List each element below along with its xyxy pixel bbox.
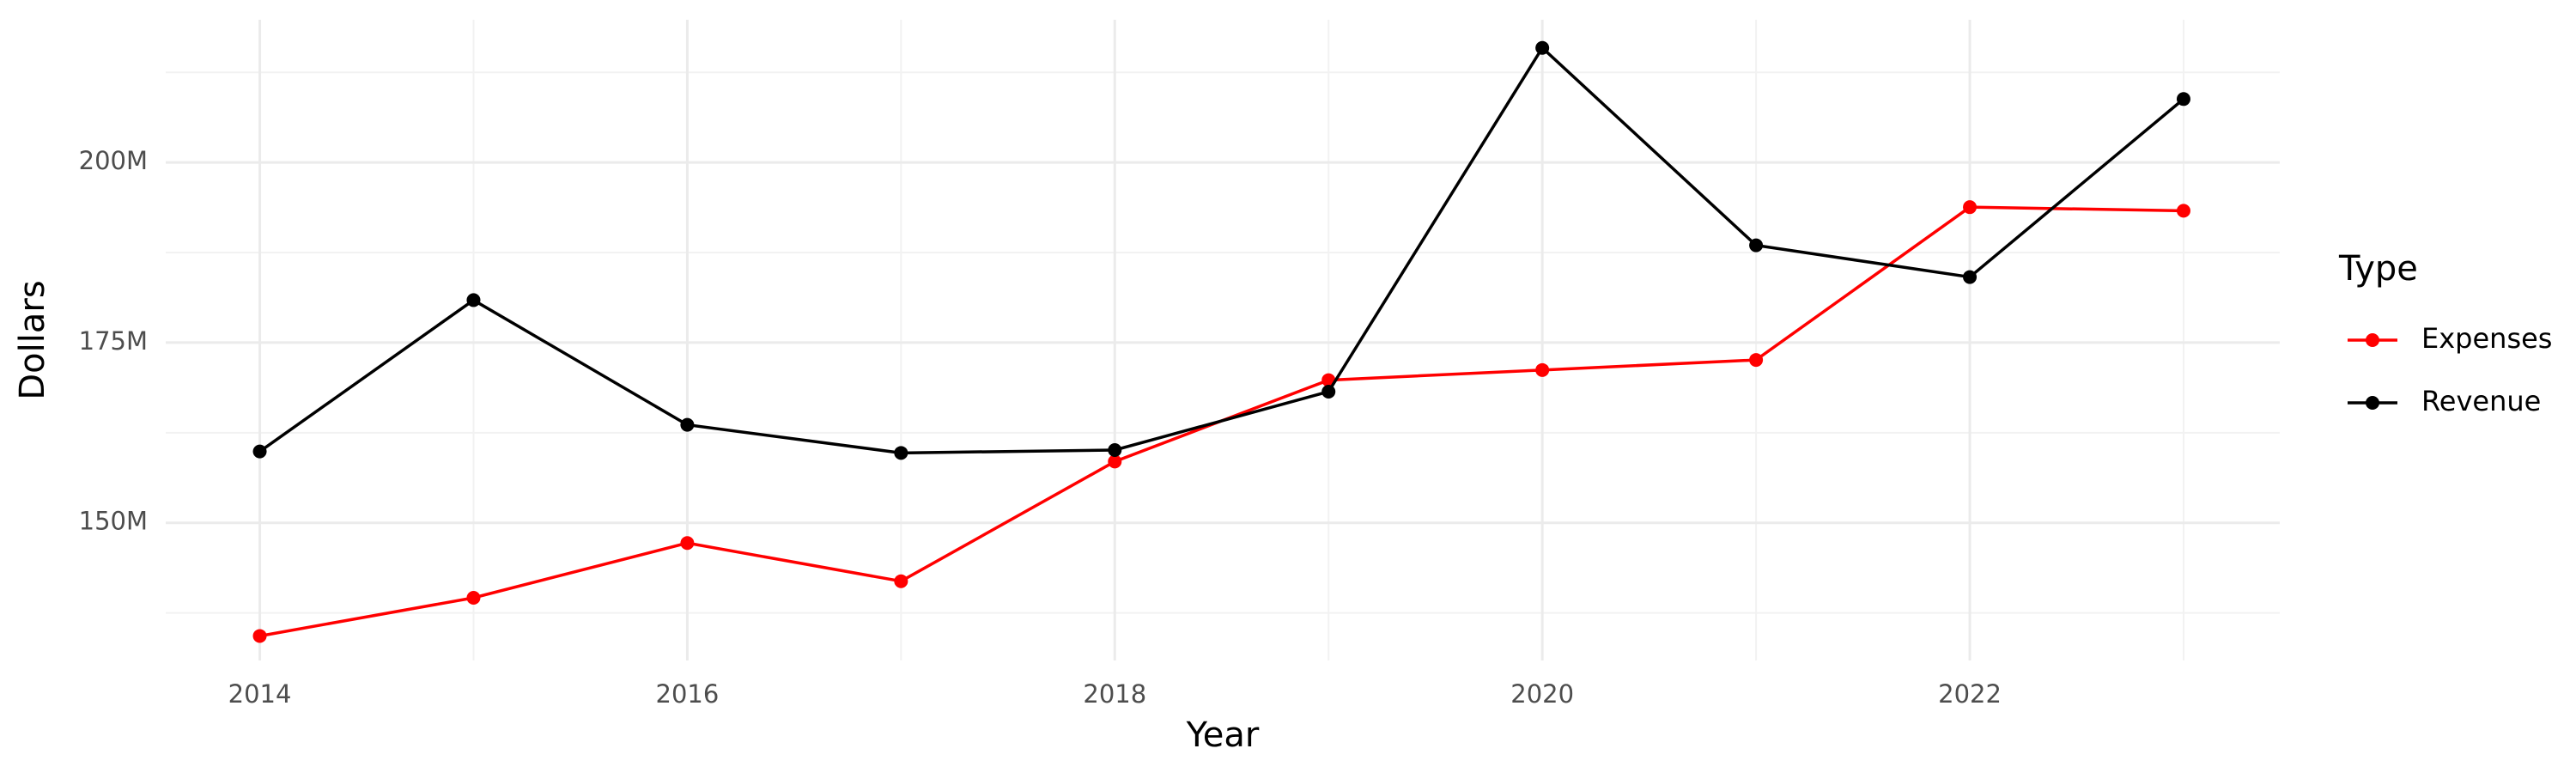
data-point — [1535, 40, 1550, 55]
legend-label: Revenue — [2421, 385, 2541, 417]
data-point — [2176, 204, 2190, 218]
series-line — [258, 46, 2185, 455]
data-point — [2176, 92, 2190, 107]
legend-point — [2366, 396, 2379, 410]
data-point — [252, 444, 267, 459]
y-axis-title: Dollars — [13, 280, 52, 399]
x-tick-label: 2018 — [1083, 679, 1146, 709]
data-point — [1963, 270, 1978, 284]
y-tick-label: 200M — [79, 146, 148, 175]
x-tick-label: 2014 — [228, 679, 292, 709]
data-point — [252, 629, 267, 643]
y-tick-label: 150M — [79, 507, 148, 536]
data-point — [1321, 384, 1336, 399]
x-tick-label: 2020 — [1510, 679, 1574, 709]
data-point — [1749, 238, 1764, 253]
data-point — [680, 536, 695, 551]
legend-point — [2366, 333, 2379, 347]
data-point — [1535, 362, 1550, 377]
x-tick-label: 2016 — [656, 679, 720, 709]
data-point — [680, 417, 695, 432]
data-point — [894, 446, 908, 460]
legend-label: Expenses — [2421, 322, 2552, 355]
data-point — [1963, 200, 1978, 215]
data-point — [1108, 454, 1122, 469]
data-point — [466, 293, 481, 307]
data-point — [1749, 353, 1764, 368]
data-point — [466, 590, 481, 605]
x-axis-title: Year — [1186, 715, 1260, 755]
data-point — [894, 574, 908, 588]
x-tick-label: 2022 — [1938, 679, 2002, 709]
data-point — [1108, 442, 1122, 457]
legend-title: Type — [2338, 249, 2418, 289]
y-tick-label: 175M — [79, 326, 148, 356]
